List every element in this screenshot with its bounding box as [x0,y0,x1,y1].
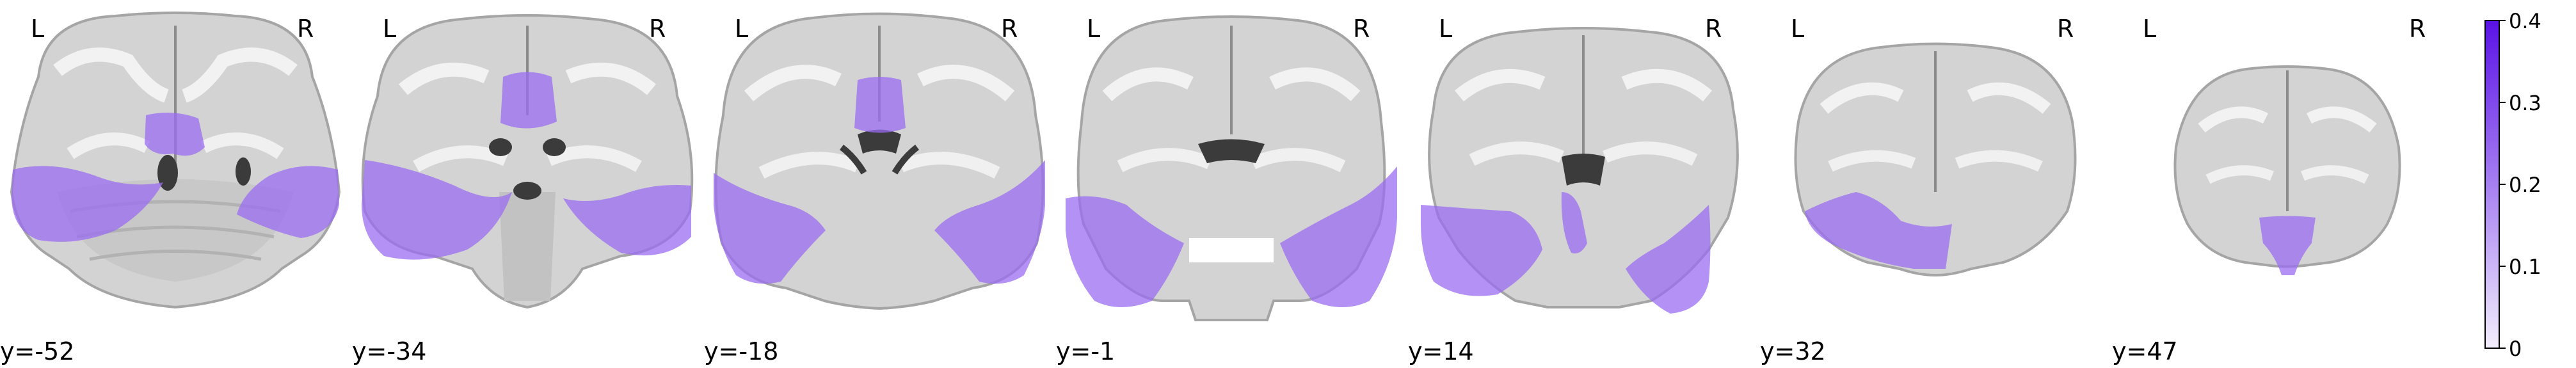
right-hemisphere-label: R [2409,15,2426,43]
colorbar-tick-label: 0.3 [2509,91,2541,115]
coronal-brain-image [1421,27,1739,314]
slice-coordinate-label: y=32 [1760,337,1826,365]
slice-coordinate-label: y=-52 [0,337,75,365]
brain-slice-y-minus-1: L R y=-1 [1056,0,1407,368]
brain-slice-y-32: L R y=32 [1760,0,2111,368]
colorbar: 0.4 0.3 0.2 0.1 0 [2483,0,2576,368]
slice-coordinate-label: y=-34 [352,337,427,365]
left-hemisphere-label: L [2143,15,2157,43]
brain-slice-y-14: L R y=14 [1408,0,1759,368]
right-hemisphere-label: R [1353,15,1370,43]
colorbar-gradient [2484,20,2500,349]
colorbar-tick-label: 0 [2509,337,2522,361]
coronal-brain-image [714,12,1045,310]
right-hemisphere-label: R [649,15,666,43]
right-hemisphere-label: R [1001,15,1018,43]
colorbar-tick-label: 0.2 [2509,173,2541,197]
left-hemisphere-label: L [31,15,45,43]
right-hemisphere-label: R [1705,15,1722,43]
colorbar-tick-label: 0.1 [2509,255,2541,279]
brain-slice-y-minus-34: L R y=-34 [352,0,703,368]
coronal-brain-image [361,14,694,309]
right-hemisphere-label: R [2057,15,2074,43]
left-hemisphere-label: L [383,15,397,43]
right-hemisphere-label: R [297,15,314,43]
slice-coordinate-label: y=47 [2112,337,2178,365]
coronal-brain-image [2173,65,2401,275]
slice-coordinate-label: y=-1 [1056,337,1116,365]
colorbar-tick-label: 0.4 [2509,9,2541,33]
brain-slice-y-47: L R y=47 [2112,0,2463,368]
left-hemisphere-label: L [735,15,749,43]
colorbar-graphic: 0.4 0.3 0.2 0.1 0 [2484,9,2541,361]
left-hemisphere-label: L [1439,15,1453,43]
brain-slice-y-minus-18: L R y=-18 [704,0,1055,368]
slice-coordinate-label: y=14 [1408,337,1474,365]
coronal-brain-image [10,12,341,309]
coronal-brain-image [1066,15,1397,321]
brain-slice-y-minus-52: L R y=-52 [0,0,351,368]
left-hemisphere-label: L [1087,15,1101,43]
left-hemisphere-label: L [1791,15,1805,43]
coronal-brain-image [1794,42,2077,277]
slice-coordinate-label: y=-18 [704,337,779,365]
